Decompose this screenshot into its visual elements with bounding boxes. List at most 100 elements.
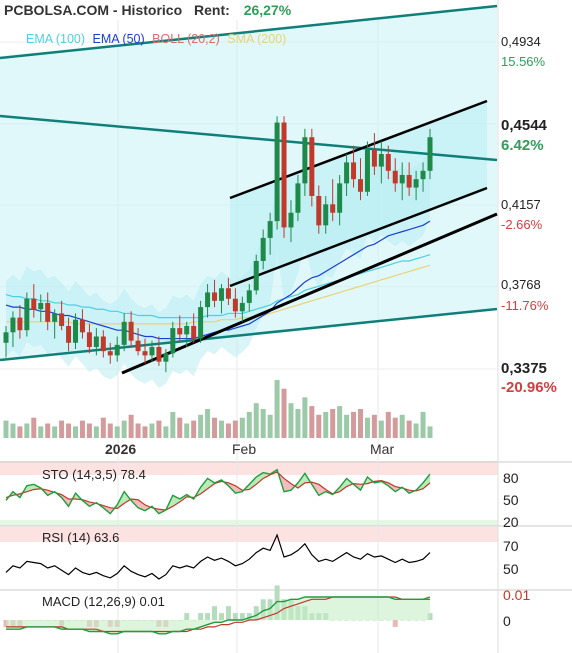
candle-body [59, 313, 65, 327]
volume-bar [239, 417, 245, 438]
macd-histogram-bar [239, 613, 245, 620]
sto-fill [318, 484, 326, 496]
macd-histogram-bar [357, 620, 363, 621]
sto-tick-20: 20 [503, 514, 519, 530]
volume-bar [288, 403, 294, 438]
volume-bar [212, 417, 218, 438]
volume-bar [135, 423, 141, 438]
volume-bar [302, 397, 308, 438]
macd-area-fill [6, 597, 430, 634]
volume-bar [73, 426, 79, 438]
volume-bar [52, 426, 58, 438]
volume-bar [385, 411, 391, 438]
sto-fill [284, 478, 291, 492]
candle-body [107, 351, 113, 356]
candle-body [364, 149, 370, 192]
sto-tick-80: 80 [503, 470, 519, 486]
volume-bar [114, 426, 120, 438]
candle-body [205, 292, 211, 308]
volume-bar [45, 423, 51, 438]
candle-body [274, 122, 280, 222]
candle-body [10, 317, 16, 333]
candle-body [295, 183, 301, 213]
macd-histogram-bar [420, 620, 426, 621]
outer-channel-fill [0, 6, 497, 360]
candle-body [351, 162, 357, 180]
candle-body [427, 137, 433, 171]
volume-bar [24, 423, 30, 438]
indicator-legend: EMA (100) EMA (50) BOLL (20,2) SMA (200) [26, 32, 290, 46]
volume-bar [413, 423, 419, 438]
volume-bar [218, 420, 224, 438]
candle-body [212, 292, 218, 301]
candle-body [114, 344, 120, 356]
volume-bar [232, 420, 238, 438]
sto-fill [297, 473, 305, 488]
pct-label-1: 15.56% [501, 54, 546, 69]
channel-lower-line [229, 186, 488, 288]
volume-bar [295, 409, 301, 438]
legend-boll: BOLL (20,2) [152, 32, 220, 46]
candle-body [253, 260, 259, 291]
volume-bar [378, 420, 384, 438]
volume-bar [205, 409, 211, 438]
volume-bar [66, 423, 72, 438]
volume-bar [371, 414, 377, 438]
candle-body [239, 302, 245, 312]
candle-body [177, 328, 183, 335]
macd-histogram-bar [364, 620, 370, 621]
trendline-resistance [0, 114, 498, 162]
price-label-4: 0,3768 [501, 277, 541, 292]
volume-bar [330, 409, 336, 438]
channel-upper-line [229, 99, 488, 200]
candle-body [128, 321, 134, 341]
candle-body [156, 346, 162, 362]
volume-bar [107, 423, 113, 438]
macd-histogram-bar [413, 620, 419, 621]
candle-body [38, 302, 44, 310]
candle-body [302, 137, 308, 184]
candle-body [406, 174, 412, 188]
trendline-upper-outer [0, 4, 498, 60]
macd-histogram-bar [371, 620, 377, 621]
legend-ema50: EMA (50) [92, 32, 145, 46]
volume-bar [274, 380, 280, 438]
candle-body [31, 298, 37, 310]
volume-bar [128, 414, 134, 438]
candle-body [309, 137, 315, 196]
candle-body [420, 170, 426, 180]
candle-body [232, 298, 238, 312]
volume-bar [59, 420, 65, 438]
price-label-1: 0,4934 [501, 34, 541, 49]
macd-title: MACD (12,26,9) 0.01 [42, 594, 165, 609]
rsi-line [5, 533, 431, 580]
candle-body [135, 340, 141, 352]
legend-sma200: SMA (200) [227, 32, 287, 46]
pct-label-3: -2.66% [501, 217, 543, 232]
volume-bar [267, 414, 273, 438]
candle-body [79, 319, 85, 333]
candle-body [218, 288, 224, 301]
candle-body [191, 326, 197, 339]
volume-bar [323, 411, 329, 438]
candle-body [378, 154, 384, 167]
candle-body [316, 195, 322, 226]
macd-histogram-bar [260, 599, 266, 620]
macd-line [6, 596, 431, 635]
volume-bar [100, 417, 106, 438]
sto-fill [256, 472, 264, 485]
site-title: PCBOLSA.COM - Historico [4, 2, 183, 18]
rsi-tick-70: 70 [503, 538, 519, 554]
candle-body [73, 319, 79, 343]
volume-bar [281, 388, 287, 438]
candle-body [399, 174, 405, 184]
x-label-2026: 2026 [105, 441, 137, 457]
macd-histogram-bar [385, 620, 391, 621]
candle-body [288, 212, 294, 228]
sto-overbought-zone [0, 461, 498, 475]
sto-fill [207, 478, 215, 489]
candle-body [100, 336, 106, 352]
volume-bar [399, 414, 405, 438]
volume-bar [170, 411, 176, 438]
